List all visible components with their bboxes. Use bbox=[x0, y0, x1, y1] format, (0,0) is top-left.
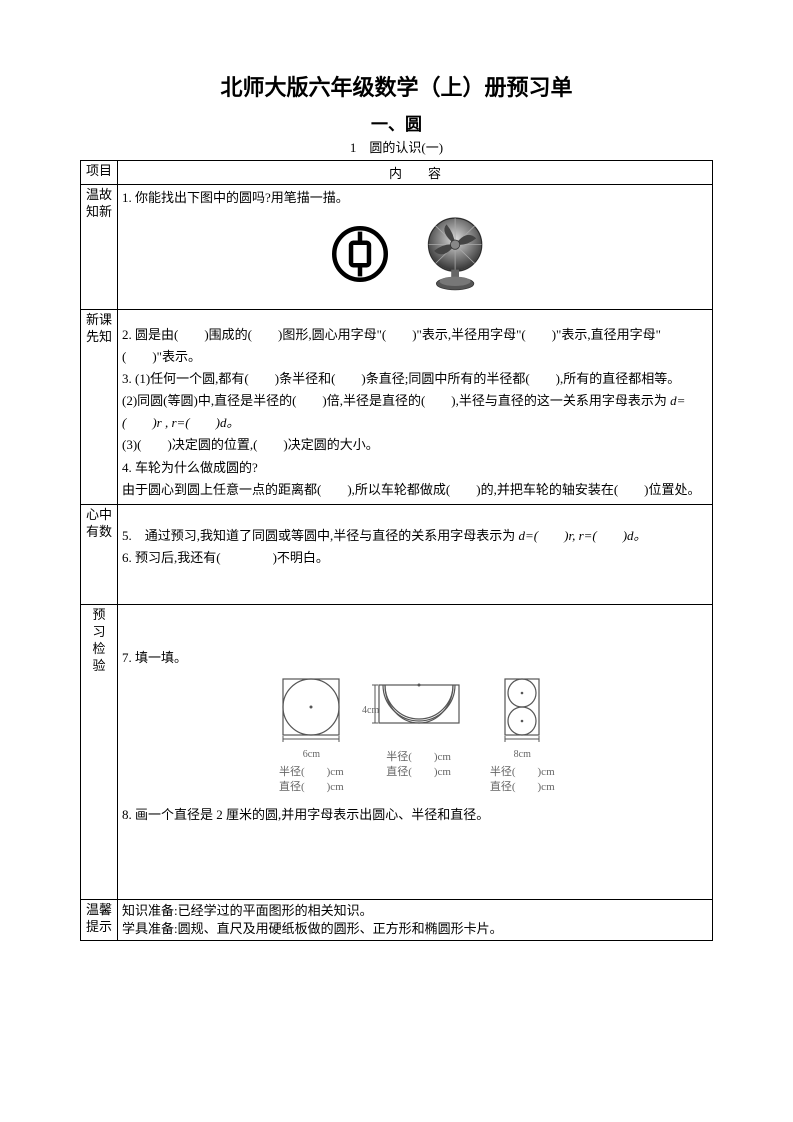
fig1-r: 半径( )cm bbox=[275, 765, 347, 780]
row5-content: 知识准备:已经学过的平面图形的相关知识。 学具准备:圆规、直尺及用硬纸板做的圆形… bbox=[118, 900, 713, 941]
q8-text: 8. 画一个直径是 2 厘米的圆,并用字母表示出圆心、半径和直径。 bbox=[122, 804, 708, 826]
row4-label-d: 验 bbox=[85, 658, 113, 675]
tips-l2: 学具准备:圆规、直尺及用硬纸板做的圆形、正方形和椭圆形卡片。 bbox=[122, 920, 708, 938]
q3a-text: 3. (1)任何一个圆,都有( )条半径和( )条直径;同圆中所有的半径都( )… bbox=[122, 368, 708, 390]
row2-label-a: 新课 bbox=[85, 312, 113, 329]
q5-eq: d=( )r, r=( )d。 bbox=[519, 528, 647, 543]
bank-logo-icon bbox=[332, 226, 388, 282]
q4b-text: 由于圆心到圆上任意一点的距离都( ),所以车轮都做成( )的,并把车轮的轴安装在… bbox=[122, 479, 708, 501]
row1-content: 1. 你能找出下图中的圆吗?用笔描一描。 bbox=[118, 185, 713, 310]
worksheet-table: 项目 内 容 温故 知新 1. 你能找出下图中的圆吗?用笔描一描。 bbox=[80, 160, 713, 941]
tips-l1: 知识准备:已经学过的平面图形的相关知识。 bbox=[122, 902, 708, 920]
fan-icon bbox=[420, 215, 498, 293]
row4-label-c: 检 bbox=[85, 641, 113, 658]
row1-label: 温故 知新 bbox=[81, 185, 118, 310]
row4-label-b: 习 bbox=[85, 624, 113, 641]
row4-label: 预 习 检 验 bbox=[81, 605, 118, 900]
q5-pre: 5. 通过预习,我知道了同圆或等圆中,半径与直径的关系用字母表示为 bbox=[122, 528, 519, 543]
row5-label-a: 温馨 bbox=[85, 902, 113, 919]
fig2: 4cm 半径( )cm 直径( )cm bbox=[371, 677, 467, 780]
q3b-pre: (2)同圆(等圆)中,直径是半径的( )倍,半径是直径的( ),半径与直径的这一… bbox=[122, 393, 667, 408]
row4-content: 7. 填一填。 6cm 半径 bbox=[118, 605, 713, 900]
row3-label-b: 有数 bbox=[85, 524, 113, 541]
q1-text: 1. 你能找出下图中的圆吗?用笔描一描。 bbox=[122, 187, 708, 209]
q3c-text: (3)( )决定圆的位置,( )决定圆的大小。 bbox=[122, 434, 708, 456]
row1-label-a: 温故 bbox=[85, 187, 113, 204]
fig3: 8cm 半径( )cm 直径( )cm bbox=[490, 677, 555, 795]
fig1: 6cm 半径( )cm 直径( )cm bbox=[275, 677, 347, 795]
row5-label-b: 提示 bbox=[85, 919, 113, 936]
fig1-d: 直径( )cm bbox=[275, 780, 347, 795]
row3-content: 5. 通过预习,我知道了同圆或等圆中,半径与直径的关系用字母表示为 d=( )r… bbox=[118, 505, 713, 605]
chapter-title: 一、圆 bbox=[80, 110, 713, 135]
fig3-r: 半径( )cm bbox=[490, 765, 555, 780]
page-title: 北师大版六年级数学（上）册预习单 bbox=[80, 70, 713, 102]
row2-label-b: 先知 bbox=[85, 329, 113, 346]
row3-label: 心中 有数 bbox=[81, 505, 118, 605]
row5-label: 温馨 提示 bbox=[81, 900, 118, 941]
header-col2: 内 容 bbox=[118, 161, 713, 185]
q7-text: 7. 填一填。 bbox=[122, 647, 708, 669]
fig1-dim: 6cm bbox=[275, 746, 347, 763]
q2-text: 2. 圆是由( )围成的( )图形,圆心用字母"( )"表示,半径用字母"( )… bbox=[122, 324, 708, 368]
row2-label: 新课 先知 bbox=[81, 310, 118, 505]
fig2-d: 直径( )cm bbox=[371, 765, 467, 780]
q4a-text: 4. 车轮为什么做成圆的? bbox=[122, 457, 708, 479]
q5-text: 5. 通过预习,我知道了同圆或等圆中,半径与直径的关系用字母表示为 d=( )r… bbox=[122, 525, 708, 547]
fig3-d: 直径( )cm bbox=[490, 780, 555, 795]
q3b-text: (2)同圆(等圆)中,直径是半径的( )倍,半径是直径的( ),半径与直径的这一… bbox=[122, 390, 708, 434]
row2-content: 2. 圆是由( )围成的( )图形,圆心用字母"( )"表示,半径用字母"( )… bbox=[118, 310, 713, 505]
row4-label-a: 预 bbox=[85, 607, 113, 624]
section-title: 1 圆的认识(一) bbox=[80, 137, 713, 156]
header-col1: 项目 bbox=[81, 161, 118, 185]
fig2-r: 半径( )cm bbox=[371, 750, 467, 765]
q6-text: 6. 预习后,我还有( )不明白。 bbox=[122, 547, 708, 569]
row1-label-b: 知新 bbox=[85, 204, 113, 221]
row3-label-a: 心中 bbox=[85, 507, 113, 524]
fig3-dim: 8cm bbox=[490, 746, 555, 763]
